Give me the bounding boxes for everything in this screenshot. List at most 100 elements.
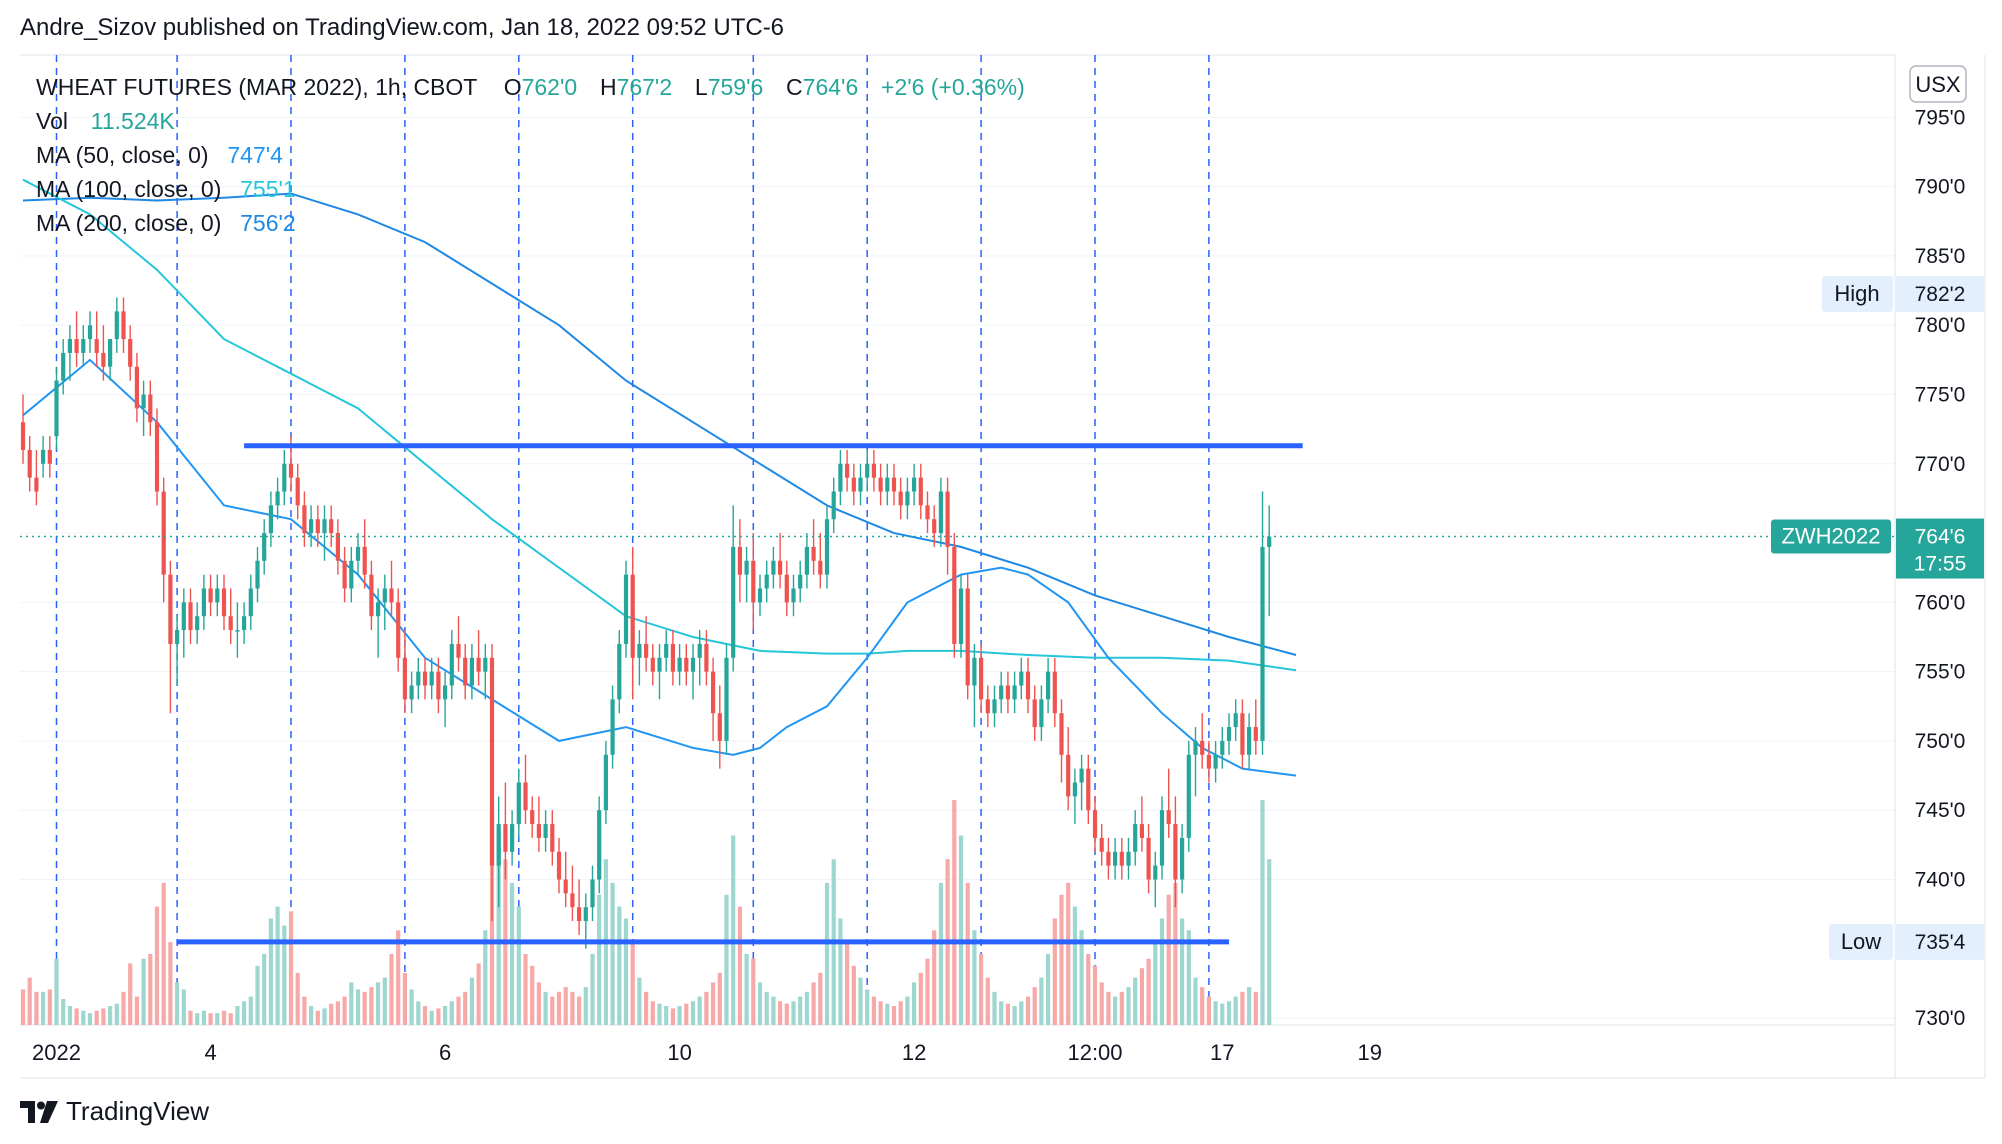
volume-bar-133 — [912, 982, 917, 1025]
candle-body-183 — [1247, 727, 1252, 755]
volume-bar-97 — [670, 1008, 675, 1025]
candle-30 — [221, 574, 227, 631]
price-axis[interactable]: 795'0790'0785'0780'0775'0770'0765'0760'0… — [1915, 106, 1966, 1030]
candle-body-85 — [590, 879, 595, 908]
legend-ma200-row[interactable]: MA (200, close, 0) 756'2 — [36, 206, 1025, 240]
volume-bar-33 — [242, 1001, 247, 1025]
candle-body-170 — [1159, 810, 1165, 866]
volume-bar-14 — [114, 1003, 119, 1025]
legend-ohlc-row[interactable]: WHEAT FUTURES (MAR 2022), 1h, CBOT O762'… — [36, 70, 1025, 104]
currency-button[interactable]: USX — [1909, 65, 1967, 103]
change-value: +2'6 (+0.36%) — [881, 74, 1025, 100]
candle-164 — [1119, 837, 1124, 880]
candle-body-108 — [744, 560, 749, 575]
candle-body-180 — [1226, 727, 1232, 741]
candle-142 — [972, 643, 977, 728]
time-tick-2: 6 — [439, 1040, 451, 1065]
symbol-badge: ZWH2022 — [1781, 524, 1880, 549]
ma100-line — [22, 178, 1297, 672]
candle-body-161 — [1099, 837, 1104, 852]
legend-ma50-row[interactable]: MA (50, close, 0) 747'4 — [36, 138, 1025, 172]
high-price-label: 782'2 — [1915, 283, 1966, 306]
volume-bar-107 — [737, 906, 742, 1025]
price-tick-5: 770'0 — [1915, 453, 1966, 476]
tradingview-footer[interactable]: TradingView — [20, 1096, 209, 1127]
current-price-badge: ZWH2022 764'6 17:55 — [1771, 518, 1984, 579]
candle-48 — [342, 546, 347, 603]
candle-body-186 — [1267, 536, 1272, 547]
volume-bar-108 — [744, 953, 749, 1025]
time-axis[interactable]: 2022 4 6 10 12 12:00 17 19 — [32, 1040, 1382, 1065]
volume-bar-8 — [74, 1008, 79, 1025]
candle-152 — [1039, 685, 1044, 741]
ma200-value: 756'2 — [240, 210, 296, 236]
candle-body-2 — [34, 477, 39, 492]
volume-bar-46 — [329, 1003, 334, 1025]
volume-bar-164 — [1119, 991, 1124, 1025]
volume-bar-153 — [1046, 953, 1051, 1025]
candle-18 — [141, 380, 146, 437]
legend-volume-row[interactable]: Vol 11.524K — [36, 104, 1025, 138]
candle-53 — [376, 588, 381, 658]
volume-bar-131 — [898, 1001, 903, 1025]
price-tick-8: 755'0 — [1915, 661, 1966, 684]
volume-bar-116 — [798, 996, 803, 1025]
volume-bar-177 — [1206, 996, 1211, 1025]
candle-45 — [322, 505, 327, 561]
candle-body-56 — [396, 602, 401, 658]
volume-bar-61 — [429, 1010, 434, 1025]
volume-bar-58 — [409, 989, 414, 1025]
candle-11 — [94, 311, 99, 367]
candle-body-86 — [597, 810, 602, 880]
candle-6 — [61, 339, 66, 395]
volume-bar-165 — [1126, 987, 1131, 1025]
candle-body-117 — [804, 546, 809, 575]
time-tick-7: 19 — [1357, 1040, 1381, 1065]
volume-bar-159 — [1086, 953, 1091, 1025]
time-tick-6: 17 — [1210, 1040, 1234, 1065]
volume-bar-120 — [824, 882, 830, 1025]
candle-body-73 — [510, 824, 515, 852]
candle-body-97 — [670, 643, 675, 672]
candle-body-30 — [221, 588, 227, 617]
candle-110 — [757, 574, 763, 617]
candle-55 — [389, 560, 394, 617]
candle-9 — [81, 325, 86, 367]
candle-93 — [644, 616, 649, 672]
candle-7 — [67, 325, 72, 381]
candle-body-103 — [711, 671, 716, 714]
candle-125 — [858, 463, 863, 506]
candle-body-66 — [463, 657, 468, 686]
volume-bar-147 — [1005, 1003, 1010, 1025]
candle-28 — [208, 574, 213, 617]
level-line-layer[interactable] — [177, 443, 1303, 945]
candle-162 — [1106, 837, 1111, 880]
candle-107 — [737, 519, 742, 603]
volume-bar-126 — [865, 989, 870, 1025]
volume-bar-27 — [201, 1010, 206, 1025]
volume-bar-74 — [516, 906, 521, 1025]
volume-bar-169 — [1153, 942, 1158, 1025]
candle-body-125 — [858, 477, 863, 492]
volume-bar-53 — [376, 982, 381, 1025]
candle-171 — [1166, 768, 1171, 838]
candle-39 — [282, 449, 287, 506]
candle-body-48 — [342, 560, 347, 589]
candle-body-60 — [422, 671, 428, 686]
legend-ma100-row[interactable]: MA (100, close, 0) 755'1 — [36, 172, 1025, 206]
candle-14 — [114, 297, 119, 353]
candle-180 — [1226, 713, 1232, 755]
candle-23 — [175, 616, 180, 686]
candle-body-172 — [1173, 824, 1178, 880]
candle-body-82 — [570, 893, 575, 908]
candle-body-122 — [838, 463, 843, 492]
volume-bar-59 — [416, 1001, 421, 1025]
candle-151 — [1032, 685, 1037, 741]
volume-bar-163 — [1113, 996, 1118, 1025]
candle-74 — [516, 768, 521, 838]
candle-81 — [563, 851, 568, 908]
candle-body-37 — [268, 505, 273, 534]
candle-174 — [1186, 740, 1191, 852]
candle-body-174 — [1186, 754, 1191, 838]
